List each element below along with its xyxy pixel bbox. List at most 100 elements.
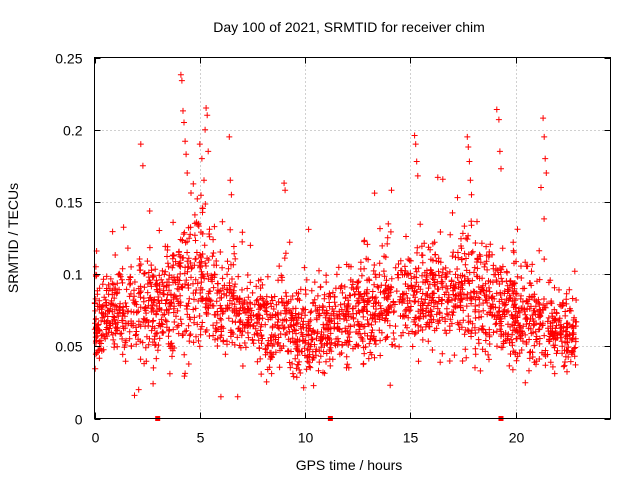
data-point xyxy=(231,250,238,257)
data-point xyxy=(214,290,221,297)
data-point xyxy=(432,272,439,279)
data-point xyxy=(378,329,385,336)
data-point xyxy=(183,277,190,284)
data-point xyxy=(415,283,422,290)
data-point xyxy=(427,312,434,318)
data-point xyxy=(381,273,388,280)
data-point xyxy=(224,258,231,265)
data-point xyxy=(497,292,504,298)
data-point xyxy=(364,286,371,293)
data-point xyxy=(429,290,436,297)
data-point xyxy=(332,303,339,310)
data-point xyxy=(173,313,179,320)
data-point xyxy=(324,340,331,347)
data-point xyxy=(457,284,464,291)
data-point xyxy=(148,297,155,304)
data-point xyxy=(137,323,144,330)
data-point xyxy=(384,234,391,241)
data-point xyxy=(567,305,573,312)
data-point xyxy=(191,319,197,326)
data-point xyxy=(358,272,365,279)
data-point xyxy=(551,332,558,339)
data-point xyxy=(149,318,156,325)
data-point xyxy=(225,315,232,322)
data-point xyxy=(427,270,434,277)
data-point xyxy=(434,318,441,325)
data-point xyxy=(183,306,190,312)
data-point xyxy=(506,292,513,299)
data-point xyxy=(387,228,394,235)
data-point xyxy=(146,244,153,251)
data-point xyxy=(265,337,272,344)
data-point xyxy=(213,298,220,305)
data-point xyxy=(121,344,128,351)
data-point xyxy=(310,299,317,306)
data-point xyxy=(222,351,229,358)
data-point xyxy=(299,305,306,312)
data-point xyxy=(170,305,177,312)
data-point xyxy=(419,272,425,279)
data-point xyxy=(257,285,264,292)
data-point xyxy=(150,364,157,371)
data-point xyxy=(272,321,279,328)
data-point xyxy=(262,345,269,352)
data-point xyxy=(281,255,288,262)
data-point xyxy=(494,267,501,274)
data-point xyxy=(150,380,157,387)
data-point xyxy=(149,301,156,308)
data-point xyxy=(206,288,213,295)
data-point xyxy=(419,259,426,266)
data-point xyxy=(318,344,325,351)
data-point xyxy=(195,337,202,344)
data-point xyxy=(381,290,388,297)
data-point xyxy=(521,305,528,312)
data-point xyxy=(103,285,110,292)
data-point xyxy=(516,350,523,357)
data-point xyxy=(179,255,186,261)
data-point xyxy=(510,247,517,254)
data-point xyxy=(294,319,301,326)
data-point xyxy=(493,106,500,113)
data-point xyxy=(454,194,461,201)
data-point xyxy=(92,263,99,270)
data-point xyxy=(499,245,506,252)
data-point xyxy=(156,289,163,296)
data-point xyxy=(519,285,526,292)
data-point xyxy=(495,116,502,123)
data-point xyxy=(203,327,210,333)
data-point xyxy=(163,307,170,314)
data-point xyxy=(194,321,201,328)
data-point xyxy=(446,323,453,330)
data-point xyxy=(249,289,256,296)
data-point xyxy=(217,302,224,309)
data-point xyxy=(119,265,126,272)
data-point xyxy=(358,321,365,328)
data-point xyxy=(447,316,454,323)
data-point xyxy=(285,324,292,331)
data-point xyxy=(300,318,307,325)
data-point xyxy=(360,361,367,368)
data-point xyxy=(282,187,289,194)
data-point xyxy=(130,322,136,329)
data-point xyxy=(472,303,479,309)
data-point xyxy=(541,133,548,140)
data-point xyxy=(196,259,203,266)
data-point xyxy=(512,351,519,358)
data-point xyxy=(325,293,332,300)
data-point xyxy=(255,316,262,322)
data-point xyxy=(462,327,469,333)
data-point xyxy=(253,297,260,304)
data-point xyxy=(112,252,119,258)
data-point xyxy=(558,331,565,338)
data-point xyxy=(507,277,514,284)
data-point xyxy=(419,290,426,297)
data-point xyxy=(320,331,327,338)
data-point xyxy=(465,319,472,326)
data-point xyxy=(522,331,529,338)
data-point xyxy=(99,314,106,321)
data-point xyxy=(348,263,354,270)
data-point xyxy=(208,276,214,283)
data-point xyxy=(170,274,177,281)
data-point xyxy=(328,339,335,346)
data-point xyxy=(419,302,426,309)
